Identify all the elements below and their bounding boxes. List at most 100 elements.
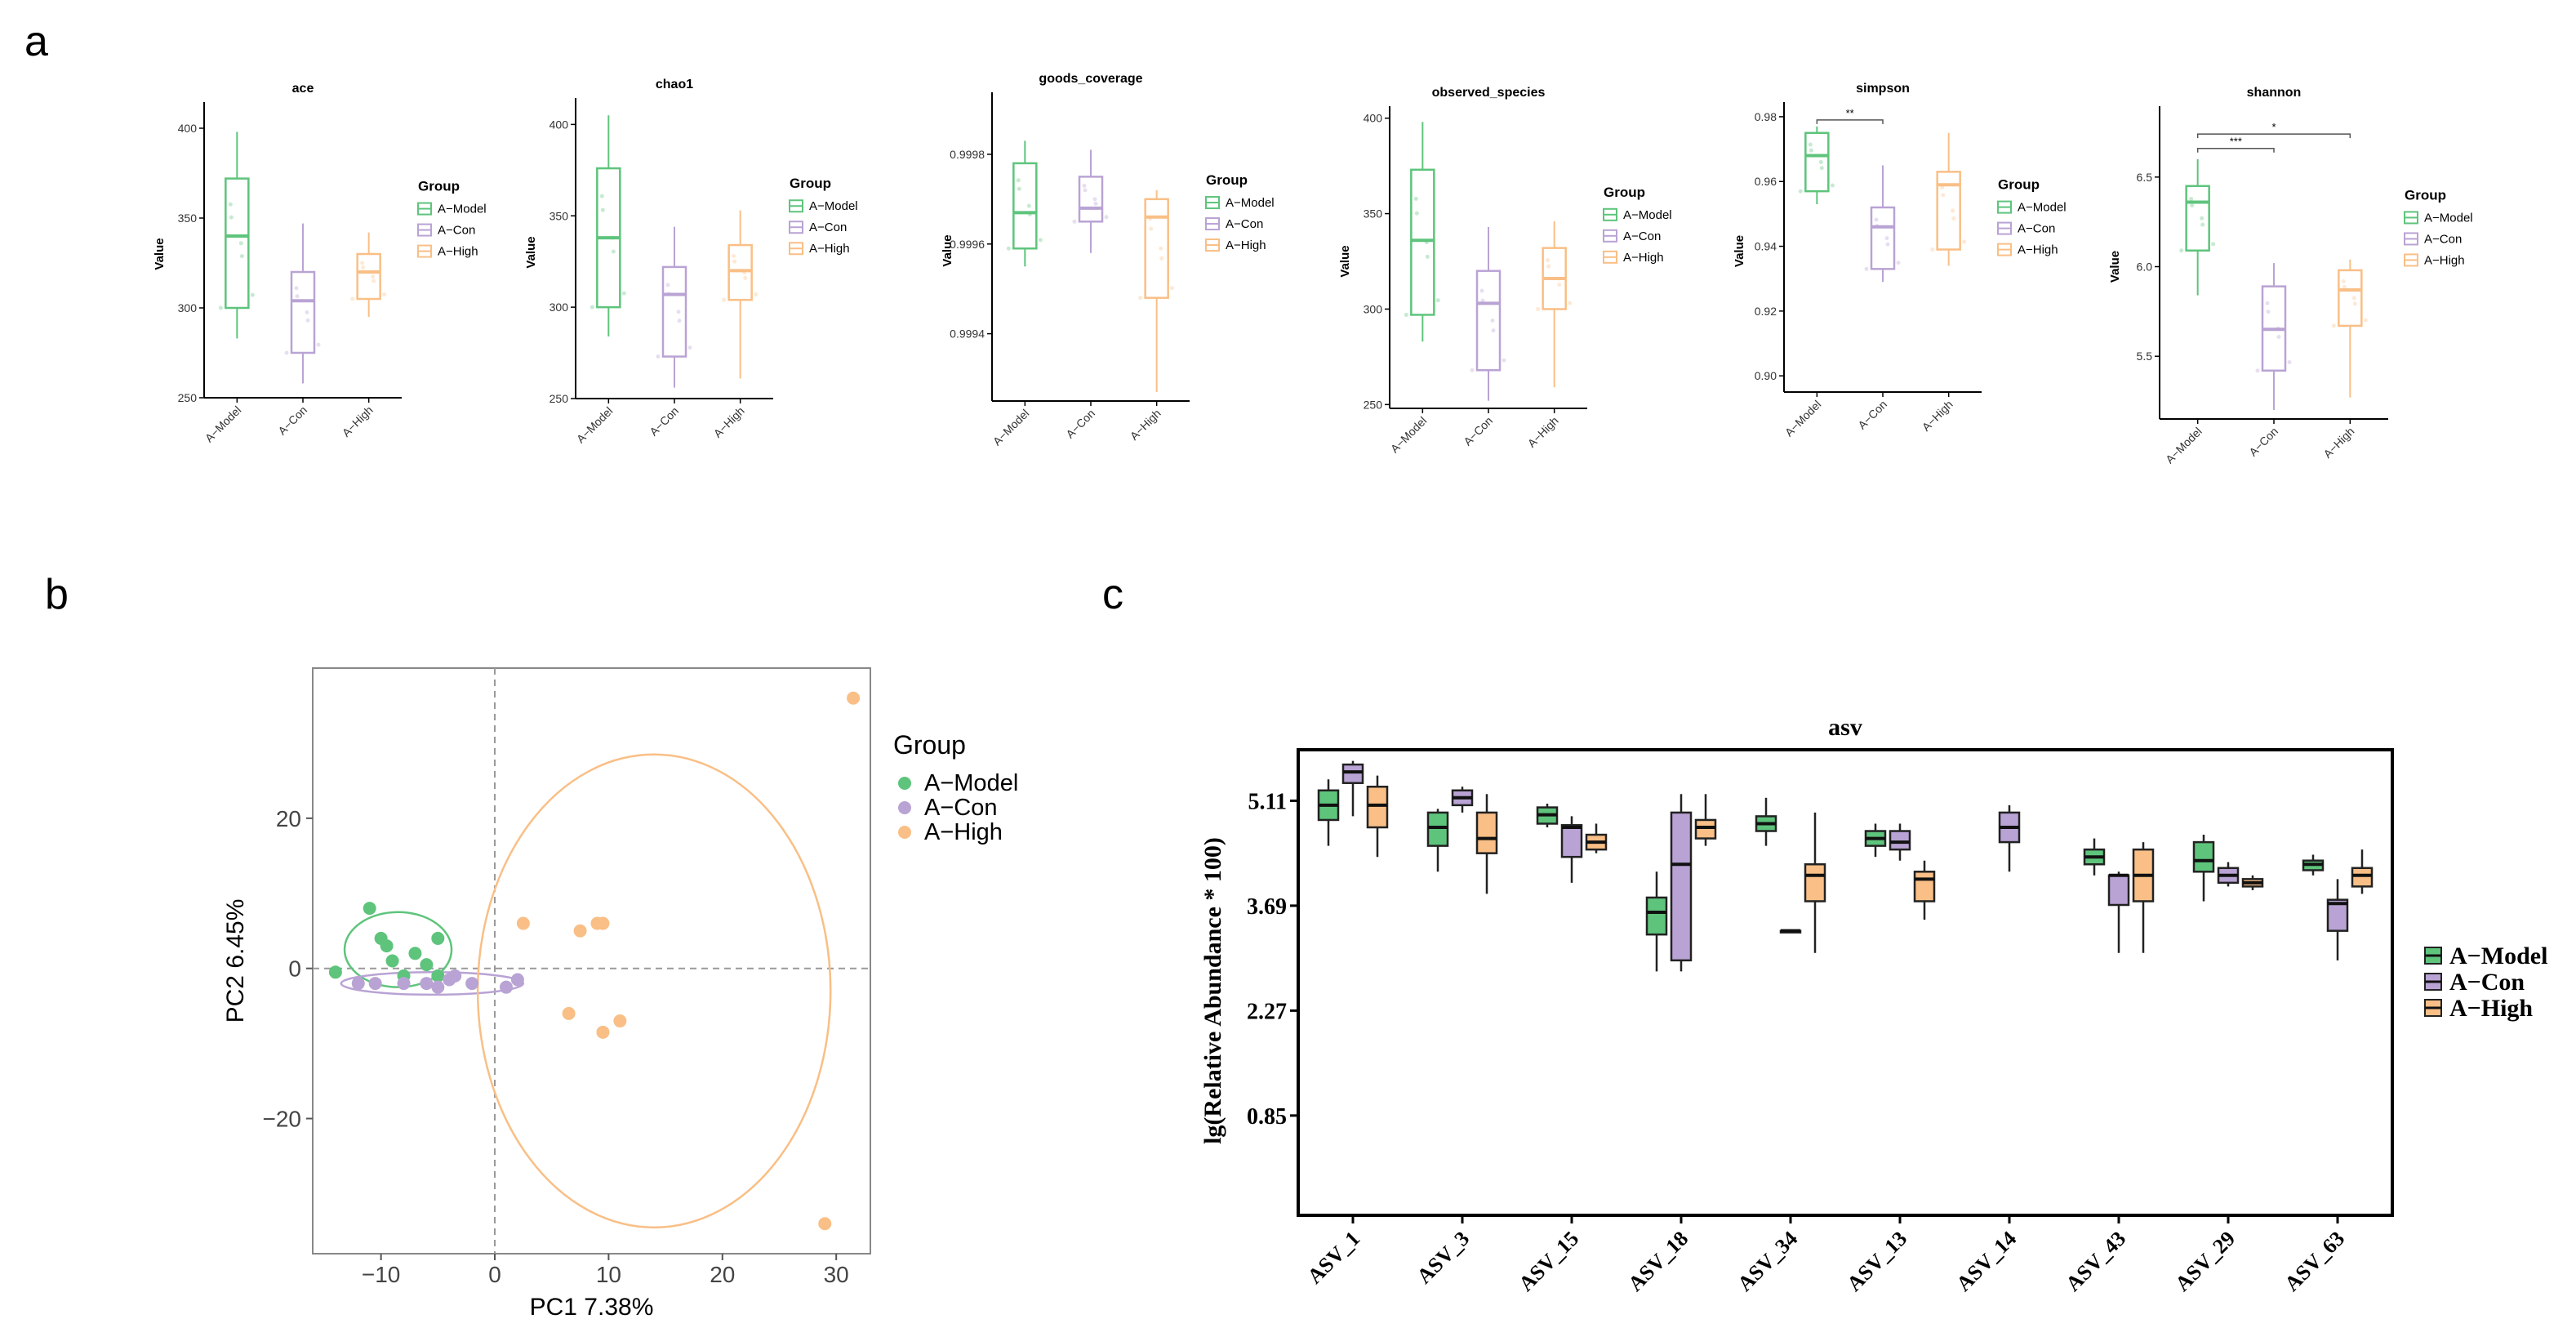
jitter-point xyxy=(1138,296,1143,301)
data-point xyxy=(328,965,342,979)
jitter-point xyxy=(1951,216,1956,221)
box-A-Con xyxy=(284,223,321,384)
jitter-point xyxy=(1830,183,1835,188)
data-point xyxy=(448,969,462,983)
chart-title: shannon xyxy=(2247,86,2302,100)
x-tick-label: ASV_15 xyxy=(1514,1227,1583,1296)
significance-label: ** xyxy=(1846,107,1854,119)
legend-title: Group xyxy=(418,179,460,194)
y-tick-label: −20 xyxy=(263,1107,302,1132)
y-tick-label: 5.11 xyxy=(1248,789,1287,814)
jitter-point xyxy=(1808,142,1813,147)
box xyxy=(2185,185,2210,252)
jitter-point xyxy=(599,194,604,198)
box-A-Model xyxy=(1404,122,1440,342)
x-tick-label: ASV_63 xyxy=(2280,1227,2349,1296)
y-tick-label: 6.0 xyxy=(2137,261,2153,274)
jitter-point xyxy=(2200,222,2205,227)
y-axis-label: Value xyxy=(524,236,538,268)
panel-label-a: a xyxy=(24,18,48,65)
jitter-point xyxy=(1082,183,1087,188)
jitter-point xyxy=(2276,326,2280,331)
boxplot-chao1: chao1 Value 250 300 350 400 A−Model A−Con A−High… xyxy=(524,78,858,445)
jitter-point xyxy=(250,292,255,297)
jitter-point xyxy=(732,259,737,264)
jitter-point xyxy=(1170,286,1175,291)
x-tick-label: ASV_18 xyxy=(1623,1227,1693,1296)
y-tick-label: 3.69 xyxy=(1247,894,1287,920)
jitter-point xyxy=(371,274,376,279)
jitter-point xyxy=(2352,301,2357,306)
legend-label: A−Model xyxy=(2424,211,2473,225)
data-point xyxy=(385,954,399,968)
legend-label: A−Con xyxy=(2018,222,2055,236)
jitter-point xyxy=(229,215,234,220)
data-point xyxy=(510,973,524,987)
y-tick-label: 300 xyxy=(549,301,569,314)
box-ASV_3-A-Con xyxy=(1451,787,1474,813)
chart-title: observed_species xyxy=(1432,86,1546,100)
jitter-point xyxy=(600,207,605,212)
x-tick-label: ASV_34 xyxy=(1733,1227,1802,1296)
box-A-High xyxy=(1930,132,1967,266)
y-tick-label: 350 xyxy=(549,209,569,222)
data-point xyxy=(431,931,445,945)
jitter-point xyxy=(1470,368,1475,372)
x-tick-label: A−Model xyxy=(1388,414,1430,456)
x-tick-label: 10 xyxy=(596,1262,621,1287)
box-ASV_18-A-High xyxy=(1694,794,1717,846)
box-ASV_63-A-High xyxy=(2351,849,2374,894)
y-axis-label: Value xyxy=(941,234,954,266)
y-axis-label: Value xyxy=(1733,235,1746,267)
box-ASV_43-A-Model xyxy=(2083,838,2106,876)
jitter-point xyxy=(2189,197,2194,202)
jitter-point xyxy=(238,241,243,246)
jitter-point xyxy=(305,318,310,323)
jitter-point xyxy=(2276,335,2281,340)
jitter-point xyxy=(2331,323,2336,328)
legend-label: A−High xyxy=(809,242,850,256)
x-tick-label: −10 xyxy=(362,1262,401,1287)
jitter-point xyxy=(1951,208,1955,213)
data-point xyxy=(847,691,861,705)
data-point xyxy=(363,902,376,916)
confidence-ellipse xyxy=(340,971,525,996)
jitter-point xyxy=(2342,284,2347,289)
legend-title: Group xyxy=(1206,172,1248,188)
legend-label: A−Model xyxy=(1623,208,1672,222)
jitter-point xyxy=(2179,248,2184,253)
box xyxy=(1560,824,1583,858)
asv-boxplot: asv lg(Relative Abundance * 100) 0.85 2.27 3… xyxy=(1199,714,2547,1296)
y-tick-label: 2.27 xyxy=(1247,999,1287,1024)
jitter-point xyxy=(382,292,387,296)
data-point xyxy=(818,1217,832,1231)
jitter-point xyxy=(239,254,244,259)
jitter-point xyxy=(589,305,594,310)
jitter-point xyxy=(2351,296,2356,301)
legend-title: Group xyxy=(2405,187,2446,203)
significance-bracket xyxy=(2196,133,2351,139)
box xyxy=(1078,176,1104,223)
box xyxy=(1475,270,1502,372)
jitter-point xyxy=(228,202,233,207)
chart-title: asv xyxy=(1828,714,1862,741)
legend-title: Group xyxy=(1604,185,1645,200)
box-ASV_13-A-High xyxy=(1913,860,1936,920)
box xyxy=(1804,131,1830,193)
y-tick-label: 0.90 xyxy=(1755,369,1777,382)
confidence-ellipse xyxy=(343,911,453,988)
box xyxy=(1341,763,1364,784)
box xyxy=(2351,867,2374,888)
legend-title: Group xyxy=(1998,177,2040,193)
jitter-point xyxy=(1941,193,1946,198)
jitter-point xyxy=(1940,185,1945,189)
x-tick-label: A−High xyxy=(340,403,376,439)
box-ASV_3-A-High xyxy=(1475,794,1498,894)
y-tick-label: 300 xyxy=(178,301,198,314)
x-tick-label: ASV_13 xyxy=(1842,1227,1911,1296)
jitter-point xyxy=(361,265,366,270)
legend-label: A−Model xyxy=(438,203,487,216)
jitter-point xyxy=(1413,196,1418,201)
y-tick-label: 20 xyxy=(276,806,301,831)
x-tick-label: 20 xyxy=(710,1262,735,1287)
